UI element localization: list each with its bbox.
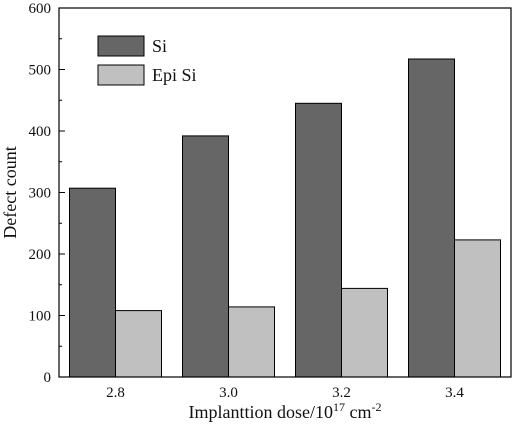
x-axis-title: Implanttion dose/1017 cm-2 bbox=[189, 400, 382, 422]
legend-label-si: Si bbox=[152, 36, 167, 56]
y-tick-label: 300 bbox=[29, 186, 52, 202]
x-tick-label: 2.8 bbox=[106, 385, 125, 401]
y-tick-label: 600 bbox=[29, 1, 52, 17]
bar-epi-si-3-4 bbox=[454, 239, 501, 378]
y-tick-label: 400 bbox=[29, 124, 52, 140]
y-axis-title: Defect count bbox=[0, 146, 20, 238]
y-tick-label: 200 bbox=[29, 247, 52, 263]
bar-si-3-0 bbox=[182, 135, 229, 378]
bar-si-3-2 bbox=[295, 102, 342, 378]
bar-epi-si-3-0 bbox=[228, 306, 275, 378]
bar-si-3-4 bbox=[408, 58, 455, 378]
legend-swatch-epi-si bbox=[97, 64, 145, 86]
x-axis-title-unit-exponent: -2 bbox=[371, 400, 381, 414]
x-axis-title-unit: cm bbox=[345, 402, 372, 422]
x-axis-title-exponent: 17 bbox=[333, 400, 345, 414]
y-tick-label: 500 bbox=[29, 63, 52, 79]
bar-si-2-8 bbox=[69, 187, 116, 378]
bars-layer bbox=[69, 58, 501, 378]
legend-swatch-si bbox=[97, 35, 145, 57]
x-axis-title-prefix: Implanttion dose/10 bbox=[189, 402, 333, 422]
y-tick-label: 0 bbox=[44, 370, 52, 386]
bar-epi-si-3-2 bbox=[341, 287, 388, 378]
x-tick-label: 3.4 bbox=[445, 385, 464, 401]
x-tick-label: 3.0 bbox=[219, 385, 238, 401]
y-axis-ticks: 0 100 200 300 400 500 600 bbox=[29, 1, 65, 386]
x-axis-ticks: 2.8 3.0 3.2 3.4 bbox=[106, 371, 464, 401]
x-tick-label: 3.2 bbox=[332, 385, 351, 401]
bar-epi-si-2-8 bbox=[115, 310, 162, 378]
legend-label-epi-si: Epi Si bbox=[152, 65, 197, 85]
legend: Si Epi Si bbox=[97, 35, 197, 86]
y-tick-label: 100 bbox=[29, 309, 52, 325]
